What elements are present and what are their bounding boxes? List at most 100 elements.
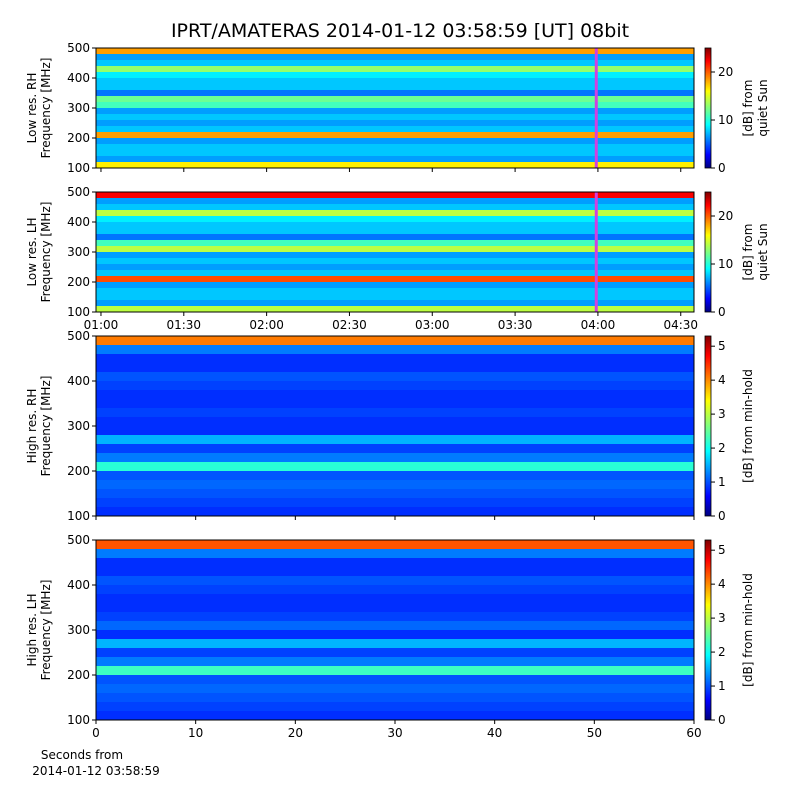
colorbar-tick-label: 0: [718, 509, 726, 523]
spectrum-band: [96, 489, 694, 498]
spectrum-band: [96, 417, 694, 426]
spectrum-band: [96, 288, 694, 294]
y-tick-label: 200: [67, 668, 90, 682]
spectrum-band: [96, 228, 694, 234]
spectrum-band: [96, 693, 694, 702]
y-tick-label: 400: [67, 71, 90, 85]
colorbar-tick-label: 1: [718, 475, 726, 489]
y-tick-label: 200: [67, 275, 90, 289]
spectrum-band: [96, 648, 694, 657]
spectrum-band: [96, 372, 694, 381]
spectrum-band: [96, 426, 694, 435]
y-tick-label: 100: [67, 509, 90, 523]
spectrum-band: [96, 252, 694, 258]
x-tick-label: 03:00: [415, 318, 450, 332]
spectrum-band: [96, 258, 694, 264]
x-tick-label: 30: [387, 726, 402, 740]
spectrum-band: [96, 567, 694, 576]
spectrum-band: [96, 507, 694, 516]
figure-title: IPRT/AMATERAS 2014-01-12 03:58:59 [UT] 0…: [171, 20, 629, 42]
y-axis-label: High res. LH: [25, 593, 39, 666]
x-tick-label: 04:30: [663, 318, 698, 332]
spectrum-band: [96, 399, 694, 408]
y-axis-label: Frequency [MHz]: [39, 202, 53, 303]
colorbar-tick-label: 5: [718, 543, 726, 557]
spectrum-band: [96, 702, 694, 711]
spectrum-band: [96, 294, 694, 300]
colorbar-tick-label: 10: [718, 257, 733, 271]
spectrum-band: [96, 282, 694, 288]
spectrum-band: [96, 435, 694, 444]
spectrum-band: [96, 684, 694, 693]
colorbar-label: [dB] from: [741, 224, 755, 281]
spectrum-band: [96, 192, 694, 198]
spectrum-band: [96, 216, 694, 222]
y-tick-label: 400: [67, 374, 90, 388]
y-tick-label: 400: [67, 578, 90, 592]
spectrum-band: [96, 78, 694, 84]
spectrum-band: [96, 612, 694, 621]
spectrum-band: [96, 102, 694, 108]
colorbar-tick-label: 4: [718, 577, 726, 591]
colorbar-tick-label: 0: [718, 305, 726, 319]
spectrum-band: [96, 132, 694, 138]
y-axis-label: High res. RH: [25, 389, 39, 464]
spectrum-band: [96, 96, 694, 102]
colorbar-tick-label: 0: [718, 161, 726, 175]
spectrum-band: [96, 603, 694, 612]
spectrum-band: [96, 72, 694, 78]
colorbar-label: quiet Sun: [756, 223, 770, 280]
colorbar-tick-label: 4: [718, 373, 726, 387]
spectrum-band: [96, 336, 694, 345]
y-tick-label: 400: [67, 215, 90, 229]
spectrum-band: [96, 381, 694, 390]
spectrum-band: [96, 711, 694, 720]
spectrum-band: [96, 276, 694, 282]
spectrum-band: [96, 549, 694, 558]
colorbar-tick-label: 10: [718, 113, 733, 127]
y-tick-label: 500: [67, 329, 90, 343]
spectrum-band: [96, 576, 694, 585]
colorbar-tick-label: 0: [718, 713, 726, 727]
spectrum-band: [96, 120, 694, 126]
x-axis-label: 2014-01-12 03:58:59: [32, 764, 159, 778]
spectrum-band: [96, 444, 694, 453]
x-tick-label: 04:00: [581, 318, 616, 332]
colorbar-tick-label: 20: [718, 209, 733, 223]
spectrum-band: [96, 204, 694, 210]
x-tick-label: 50: [587, 726, 602, 740]
y-axis-label: Frequency [MHz]: [39, 58, 53, 159]
spectrum-band: [96, 144, 694, 150]
spectrum-band: [96, 558, 694, 567]
spectrum-band: [96, 594, 694, 603]
y-tick-label: 200: [67, 131, 90, 145]
y-axis-label: Frequency [MHz]: [39, 376, 53, 477]
y-tick-label: 100: [67, 161, 90, 175]
y-tick-label: 500: [67, 185, 90, 199]
x-tick-label: 03:30: [498, 318, 533, 332]
spectrum-band: [96, 306, 694, 312]
spectrum-band: [96, 264, 694, 270]
spectrum-band: [96, 150, 694, 156]
spectrum-band: [96, 66, 694, 72]
spectrum-band: [96, 108, 694, 114]
spectrum-band: [96, 114, 694, 120]
spectrum-band: [96, 126, 694, 132]
spectrum-band: [96, 480, 694, 489]
y-tick-label: 300: [67, 623, 90, 637]
colorbar-label: [dB] from: [741, 80, 755, 137]
x-tick-label: 10: [188, 726, 203, 740]
colorbar-label: [dB] from min-hold: [741, 369, 755, 483]
colorbar-tick-label: 2: [718, 441, 726, 455]
colorbar: [704, 191, 712, 313]
y-tick-label: 500: [67, 533, 90, 547]
colorbar-tick-label: 3: [718, 611, 726, 625]
spectrum-band: [96, 300, 694, 306]
colorbar-tick-label: 2: [718, 645, 726, 659]
x-tick-label: 0: [92, 726, 100, 740]
y-tick-label: 500: [67, 41, 90, 55]
colorbar: [704, 539, 712, 721]
x-tick-label: 01:00: [84, 318, 119, 332]
x-tick-label: 60: [686, 726, 701, 740]
